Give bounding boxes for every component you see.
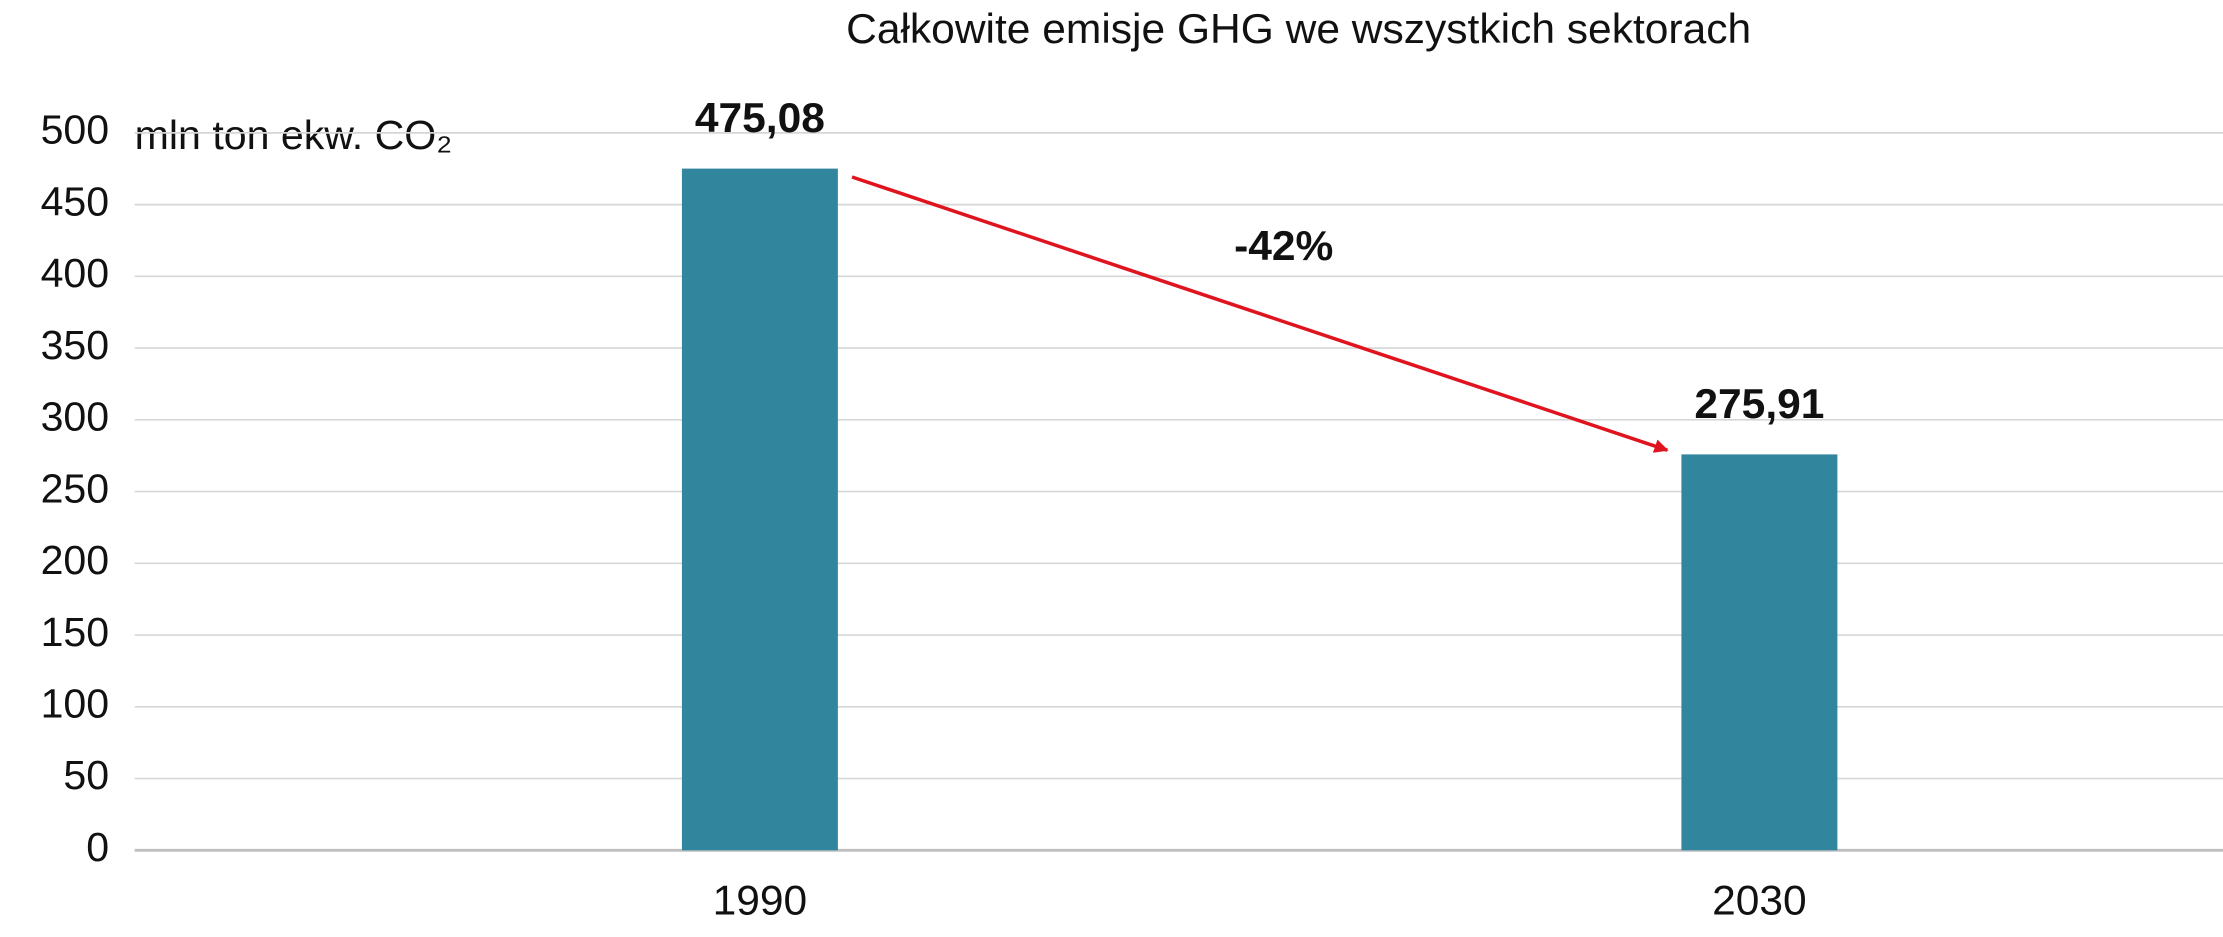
y-tick-label: 100 — [41, 681, 110, 727]
y-tick-label: 400 — [41, 250, 110, 296]
data-label: 275,91 — [1694, 380, 1824, 427]
arrow — [851, 175, 1669, 453]
y-axis-label: mln ton ekw. CO₂ — [135, 112, 453, 158]
y-tick-label: 350 — [41, 322, 110, 368]
x-tick-label: 2030 — [1712, 877, 1807, 924]
y-tick-label: 500 — [41, 107, 110, 153]
x-tick-label: 1990 — [713, 877, 808, 924]
y-tick-label: 450 — [41, 179, 110, 225]
chart-title: Całkowite emisje GHG we wszystkich sekto… — [846, 6, 1751, 53]
y-tick-label: 0 — [86, 824, 109, 870]
y-tick-label: 50 — [63, 753, 109, 799]
data-label: 475,08 — [695, 94, 825, 141]
y-tick-label: 300 — [41, 394, 110, 440]
bar — [1681, 454, 1838, 851]
y-tick-label: 200 — [41, 537, 110, 583]
bar — [681, 168, 838, 851]
y-tick-label: 150 — [41, 609, 110, 655]
y-tick-label: 250 — [41, 466, 110, 512]
annotation: -42% — [1234, 222, 1333, 269]
